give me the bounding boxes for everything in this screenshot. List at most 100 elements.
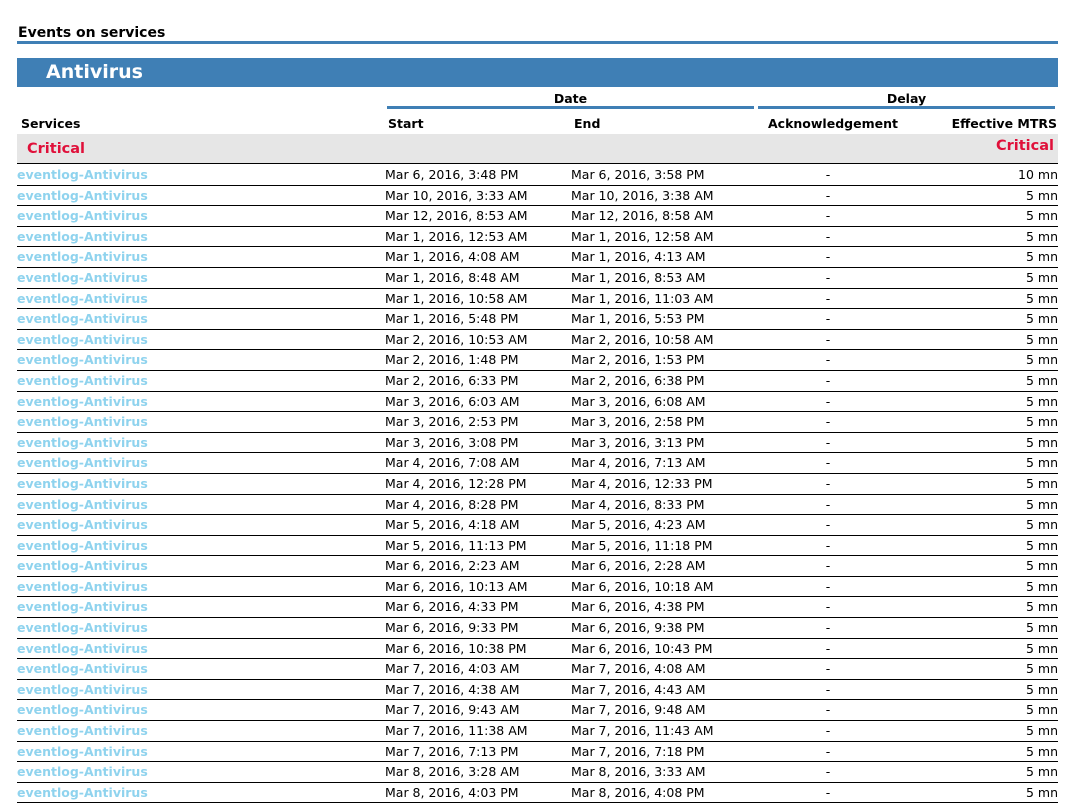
- service-link[interactable]: eventlog-Antivirus: [17, 578, 148, 594]
- column-header-start: Start: [388, 116, 424, 131]
- table-row: eventlog-Antivirus Mar 1, 2016, 12:53 AM M…: [17, 227, 1058, 248]
- service-link[interactable]: eventlog-Antivirus: [17, 352, 148, 368]
- end-date: Mar 12, 2016, 8:58 AM: [571, 208, 714, 224]
- service-link[interactable]: eventlog-Antivirus: [17, 208, 148, 224]
- start-date: Mar 7, 2016, 11:38 AM: [385, 723, 528, 739]
- date-group-header: Date: [387, 91, 754, 109]
- service-link[interactable]: eventlog-Antivirus: [17, 475, 148, 491]
- column-header-effective-mtrs: Effective MTRS: [951, 116, 1057, 131]
- service-link[interactable]: eventlog-Antivirus: [17, 640, 148, 656]
- end-date: Mar 10, 2016, 3:38 AM: [571, 187, 714, 203]
- service-link[interactable]: eventlog-Antivirus: [17, 187, 148, 203]
- column-header-acknowledgement: Acknowledgement: [768, 116, 898, 131]
- service-link[interactable]: eventlog-Antivirus: [17, 661, 148, 677]
- service-link[interactable]: eventlog-Antivirus: [17, 784, 148, 800]
- effective-mtrs: 5 mn: [1025, 723, 1058, 739]
- acknowledgement-delay: -: [825, 352, 831, 368]
- effective-mtrs: 5 mn: [1025, 208, 1058, 224]
- effective-mtrs: 5 mn: [1025, 640, 1058, 656]
- start-date: Mar 4, 2016, 12:28 PM: [385, 475, 527, 491]
- effective-mtrs: 5 mn: [1025, 187, 1058, 203]
- start-date: Mar 6, 2016, 2:23 AM: [385, 558, 520, 574]
- effective-mtrs: 5 mn: [1025, 228, 1058, 244]
- service-link[interactable]: eventlog-Antivirus: [17, 290, 148, 306]
- table-row: eventlog-Antivirus Mar 2, 2016, 6:33 PM Ma…: [17, 371, 1058, 392]
- service-link[interactable]: eventlog-Antivirus: [17, 455, 148, 471]
- acknowledgement-delay: -: [825, 517, 831, 533]
- table-row: eventlog-Antivirus Mar 6, 2016, 9:33 PM Ma…: [17, 618, 1058, 639]
- end-date: Mar 6, 2016, 4:38 PM: [571, 599, 705, 615]
- table-row: eventlog-Antivirus Mar 6, 2016, 3:48 PM Ma…: [17, 165, 1058, 186]
- service-link[interactable]: eventlog-Antivirus: [17, 331, 148, 347]
- service-link[interactable]: eventlog-Antivirus: [17, 393, 148, 409]
- table-row: eventlog-Antivirus Mar 1, 2016, 10:58 AM M…: [17, 289, 1058, 310]
- start-date: Mar 3, 2016, 2:53 PM: [385, 414, 519, 430]
- table-row: eventlog-Antivirus Mar 2, 2016, 1:48 PM Ma…: [17, 350, 1058, 371]
- service-link[interactable]: eventlog-Antivirus: [17, 743, 148, 759]
- start-date: Mar 1, 2016, 12:53 AM: [385, 228, 528, 244]
- acknowledgement-delay: -: [825, 784, 831, 800]
- start-date: Mar 7, 2016, 9:43 AM: [385, 702, 520, 718]
- effective-mtrs: 5 mn: [1025, 331, 1058, 347]
- end-date: Mar 6, 2016, 3:58 PM: [571, 167, 705, 182]
- service-link[interactable]: eventlog-Antivirus: [17, 414, 148, 430]
- service-link[interactable]: eventlog-Antivirus: [17, 537, 148, 553]
- table-row: eventlog-Antivirus Mar 10, 2016, 3:33 AM M…: [17, 186, 1058, 207]
- effective-mtrs: 5 mn: [1025, 681, 1058, 697]
- acknowledgement-delay: -: [825, 558, 831, 574]
- end-date: Mar 6, 2016, 10:18 AM: [571, 578, 714, 594]
- table-row: eventlog-Antivirus Mar 1, 2016, 5:48 PM Ma…: [17, 309, 1058, 330]
- acknowledgement-delay: -: [825, 661, 831, 677]
- table-row: eventlog-Antivirus Mar 8, 2016, 4:03 PM Ma…: [17, 783, 1058, 804]
- service-link[interactable]: eventlog-Antivirus: [17, 517, 148, 533]
- service-link[interactable]: eventlog-Antivirus: [17, 228, 148, 244]
- end-date: Mar 3, 2016, 3:13 PM: [571, 434, 705, 450]
- service-link[interactable]: eventlog-Antivirus: [17, 372, 148, 388]
- effective-mtrs: 5 mn: [1025, 661, 1058, 677]
- effective-mtrs: 5 mn: [1025, 578, 1058, 594]
- service-link[interactable]: eventlog-Antivirus: [17, 681, 148, 697]
- service-link[interactable]: eventlog-Antivirus: [17, 620, 148, 636]
- end-date: Mar 3, 2016, 2:58 PM: [571, 414, 705, 430]
- end-date: Mar 7, 2016, 9:48 AM: [571, 702, 706, 718]
- service-link[interactable]: eventlog-Antivirus: [17, 702, 148, 718]
- acknowledgement-delay: -: [825, 434, 831, 450]
- delay-group-header: Delay: [758, 91, 1055, 109]
- start-date: Mar 4, 2016, 7:08 AM: [385, 455, 520, 471]
- service-link[interactable]: eventlog-Antivirus: [17, 496, 148, 512]
- acknowledgement-delay: -: [825, 311, 831, 327]
- start-date: Mar 7, 2016, 7:13 PM: [385, 743, 519, 759]
- status-label: Critical: [27, 141, 86, 157]
- service-link[interactable]: eventlog-Antivirus: [17, 167, 148, 182]
- service-link[interactable]: eventlog-Antivirus: [17, 249, 148, 265]
- end-date: Mar 7, 2016, 7:18 PM: [571, 743, 705, 759]
- effective-mtrs: 5 mn: [1025, 475, 1058, 491]
- effective-mtrs: 5 mn: [1025, 743, 1058, 759]
- service-link[interactable]: eventlog-Antivirus: [17, 723, 148, 739]
- acknowledgement-delay: -: [825, 640, 831, 656]
- effective-mtrs: 5 mn: [1025, 269, 1058, 285]
- end-date: Mar 4, 2016, 8:33 PM: [571, 496, 705, 512]
- table-row: eventlog-Antivirus Mar 1, 2016, 8:48 AM Ma…: [17, 268, 1058, 289]
- service-link[interactable]: eventlog-Antivirus: [17, 269, 148, 285]
- service-link[interactable]: eventlog-Antivirus: [17, 434, 148, 450]
- acknowledgement-delay: -: [825, 187, 831, 203]
- end-date: Mar 7, 2016, 11:43 AM: [571, 723, 714, 739]
- effective-mtrs: 5 mn: [1025, 352, 1058, 368]
- acknowledgement-delay: -: [825, 723, 831, 739]
- effective-mtrs: 5 mn: [1025, 455, 1058, 471]
- start-date: Mar 5, 2016, 4:18 AM: [385, 517, 520, 533]
- events-table-body: eventlog-Antivirus Mar 6, 2016, 3:48 PM Ma…: [17, 165, 1058, 804]
- start-date: Mar 6, 2016, 9:33 PM: [385, 620, 519, 636]
- table-row: eventlog-Antivirus Mar 5, 2016, 11:13 PM M…: [17, 536, 1058, 557]
- service-link[interactable]: eventlog-Antivirus: [17, 599, 148, 615]
- service-link[interactable]: eventlog-Antivirus: [17, 558, 148, 574]
- table-row: eventlog-Antivirus Mar 6, 2016, 10:38 PM M…: [17, 639, 1058, 660]
- effective-mtrs: 10 mn: [1018, 167, 1058, 182]
- status-group-critical: Critical Critical: [17, 134, 1058, 164]
- start-date: Mar 5, 2016, 11:13 PM: [385, 537, 527, 553]
- end-date: Mar 7, 2016, 4:43 AM: [571, 681, 706, 697]
- service-link[interactable]: eventlog-Antivirus: [17, 764, 148, 780]
- end-date: Mar 2, 2016, 1:53 PM: [571, 352, 705, 368]
- service-link[interactable]: eventlog-Antivirus: [17, 311, 148, 327]
